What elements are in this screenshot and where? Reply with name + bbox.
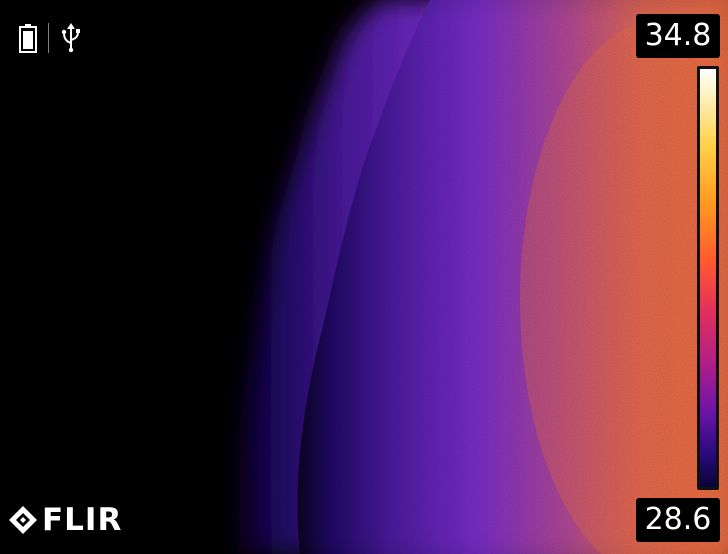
brand-logo: FLIR [8,498,122,542]
status-divider [48,23,49,53]
brand-name: FLIR [42,502,123,538]
flir-logo-icon [8,505,38,535]
temperature-scale-gradient [700,69,716,487]
temperature-scale-bar [697,66,719,490]
min-temperature-label: 28.6 [636,498,720,542]
battery-icon [18,23,38,53]
max-temperature-label: 34.8 [636,14,720,58]
status-bar [18,18,83,58]
usb-icon [59,23,83,53]
